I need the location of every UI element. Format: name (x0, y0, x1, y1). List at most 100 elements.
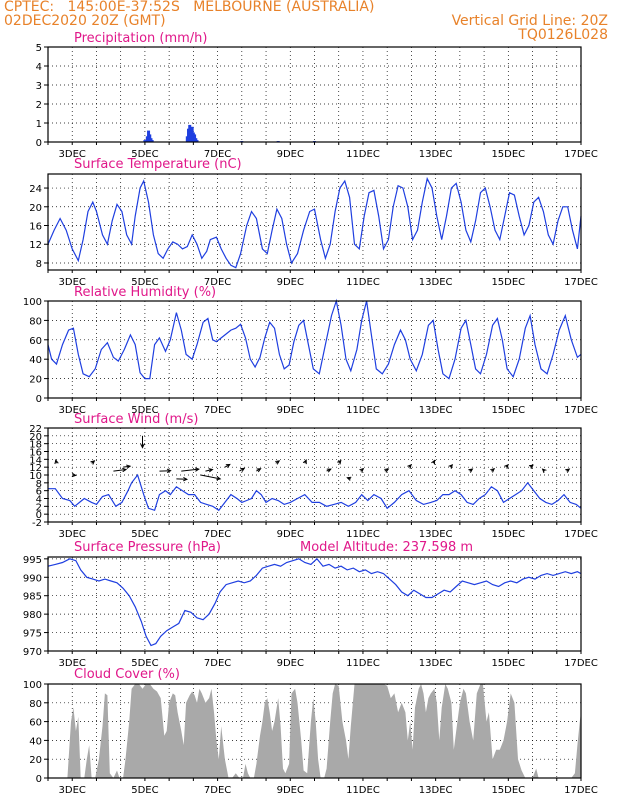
wind-arrow-head (384, 468, 390, 473)
rh-xtick-label: 9DEC (277, 405, 304, 416)
wind-arrow-head (166, 468, 172, 474)
pres-ytick-label: 985 (23, 592, 42, 603)
wind-arrow-head (183, 476, 189, 482)
wind-arrow-head (71, 472, 77, 478)
cloud-xtick-label: 17DEC (564, 785, 598, 796)
precip-xtick-label: 11DEC (346, 149, 380, 160)
temp-ytick-label: 8 (36, 259, 42, 270)
rh-xtick-label: 5DEC (131, 405, 158, 416)
cloud-xtick-label: 3DEC (59, 785, 86, 796)
rh-frame (47, 300, 582, 399)
cloud-xtick-label: 9DEC (277, 785, 304, 796)
wind-ytick-label: 4 (36, 495, 42, 506)
cloud-ytick-label: 100 (23, 680, 42, 691)
cloud-title: Cloud Cover (%) (74, 667, 180, 682)
precip-bar (150, 140, 154, 142)
temp-xtick-label: 5DEC (131, 277, 158, 288)
wind-arrow-head (528, 464, 534, 469)
wind-xtick-label: 13DEC (419, 529, 453, 540)
precip-frame (47, 46, 582, 143)
wind-arrow-head (448, 463, 454, 469)
wind-ytick-label: 0 (36, 510, 42, 521)
rh-ytick-label: 40 (29, 355, 42, 366)
temp-xtick-label: 3DEC (59, 277, 86, 288)
cloud-ytick-label: 40 (29, 736, 42, 747)
wind-arrow-head (240, 467, 246, 472)
pres-line (47, 557, 582, 647)
pres-ytick-label: 970 (23, 647, 42, 658)
wind-arrow-head (216, 476, 222, 481)
wind-xtick-label: 3DEC (59, 529, 86, 540)
wind-arrow-head (126, 464, 132, 469)
temp-ytick-label: 20 (29, 203, 42, 214)
precip-xtick-label: 17DEC (564, 149, 598, 160)
rh-ytick-label: 60 (29, 336, 42, 347)
wind-arrow-head (504, 463, 509, 469)
precip-xtick-label: 5DEC (131, 149, 158, 160)
temp-xtick-label: 13DEC (419, 277, 453, 288)
wind-arrow-head (407, 463, 412, 469)
wind-ytick-label: 2 (36, 502, 42, 513)
cloud-xtick-label: 15DEC (491, 785, 525, 796)
pres-xtick-label: 17DEC (564, 658, 598, 669)
wind-arrow-head (337, 459, 342, 465)
precip-bar (195, 140, 199, 142)
cloud-ytick-label: 60 (29, 718, 42, 729)
rh-ytick-label: 20 (29, 375, 42, 386)
wind-ytick-label: 14 (29, 455, 42, 466)
precip-ytick-label: 0 (36, 138, 42, 149)
wind-arrow-head (490, 467, 496, 473)
pres-ytick-label: 975 (23, 629, 42, 640)
precip-ytick-label: 5 (36, 43, 42, 54)
header-run-time: 02DEC2020 20Z (GMT) (4, 13, 166, 29)
wind-arrow-head (541, 468, 547, 474)
cloud-xtick-label: 5DEC (131, 785, 158, 796)
wind-arrow-head (468, 468, 474, 473)
temp-xtick-label: 17DEC (564, 277, 598, 288)
wind-ytick-label: 12 (29, 463, 42, 474)
rh-ytick-label: 0 (36, 394, 42, 405)
temp-frame (47, 173, 582, 271)
pres-xtick-label: 5DEC (131, 658, 158, 669)
temp-xtick-label: 9DEC (277, 277, 304, 288)
precip-ytick-label: 4 (36, 62, 42, 73)
pres-xtick-label: 15DEC (491, 658, 525, 669)
temp-xtick-label: 11DEC (346, 277, 380, 288)
cloud-ytick-label: 80 (29, 699, 42, 710)
temp-ytick-label: 16 (29, 222, 42, 233)
wind-xtick-label: 11DEC (346, 529, 380, 540)
wind-arrow-head (90, 460, 96, 465)
header-grid-note: Vertical Grid Line: 20Z (451, 13, 608, 29)
wind-arrow-head (302, 459, 307, 465)
temp-line (47, 176, 582, 269)
wind-arrow (200, 474, 221, 480)
wind-arrow (205, 469, 213, 472)
rh-ytick-label: 80 (29, 316, 42, 327)
cloud-xtick-label: 13DEC (419, 785, 453, 796)
wind-arrow-head (194, 467, 200, 472)
pres-xtick-label: 11DEC (346, 658, 380, 669)
pres-ytick-label: 980 (23, 610, 42, 621)
wind-xtick-label: 5DEC (131, 529, 158, 540)
rh-xtick-label: 7DEC (204, 405, 231, 416)
rh-xtick-label: 11DEC (346, 405, 380, 416)
wind-arrow-head (346, 476, 352, 481)
cloud-area (48, 684, 581, 778)
precip-ytick-label: 1 (36, 119, 42, 130)
wind-arrow-head (275, 460, 281, 465)
temp-ytick-label: 12 (29, 240, 42, 251)
wind-xtick-label: 17DEC (564, 529, 598, 540)
cloud-ytick-label: 20 (29, 755, 42, 766)
wind-arrow-head (225, 463, 231, 468)
wind-arrow (181, 468, 199, 472)
wind-xtick-label: 9DEC (277, 529, 304, 540)
wind-arrow-head (326, 468, 332, 473)
cloud-xtick-label: 11DEC (346, 785, 380, 796)
rh-ytick-label: 100 (23, 297, 42, 308)
pres-xtick-label: 7DEC (204, 658, 231, 669)
rh-xtick-label: 13DEC (419, 405, 453, 416)
precip-xtick-label: 7DEC (204, 149, 231, 160)
precip-xtick-label: 15DEC (491, 149, 525, 160)
wind-xtick-label: 15DEC (491, 529, 525, 540)
cloud-ytick-label: 0 (36, 774, 42, 785)
